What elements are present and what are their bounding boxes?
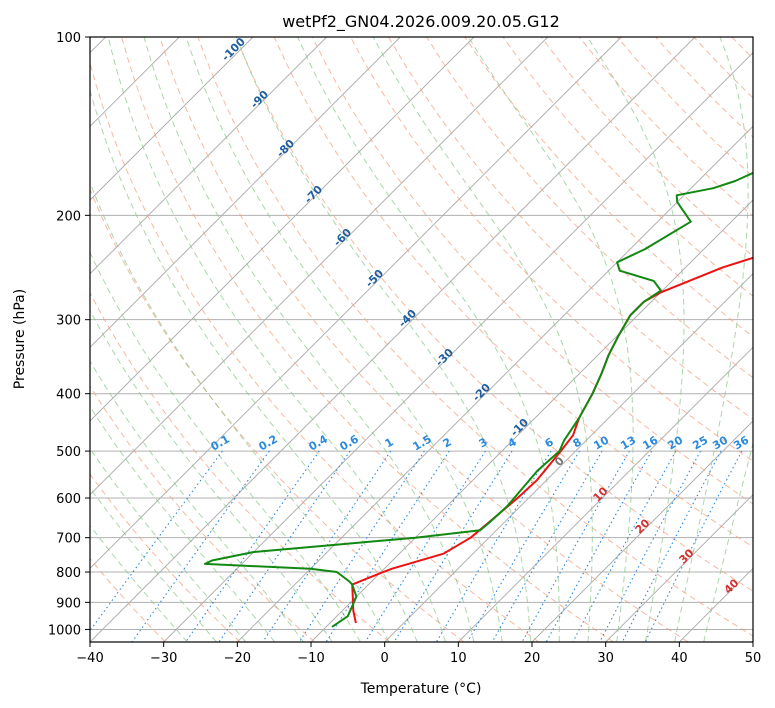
isotherm-line — [90, 37, 475, 422]
isotherm-line — [90, 37, 549, 496]
dry-adiabat — [90, 291, 390, 642]
y-tick-label: 300 — [56, 314, 81, 329]
isotherm-line — [457, 346, 753, 642]
moist-adiabat — [586, 37, 685, 642]
dry-adiabat — [197, 37, 753, 637]
moist-adiabat — [90, 360, 304, 642]
moist-adiabat — [372, 37, 593, 642]
mixing-ratio-line — [218, 450, 351, 642]
isopleths — [90, 37, 775, 642]
x-tick-label: 10 — [450, 651, 467, 666]
moist-adiabat — [236, 37, 532, 642]
mixing-ratio-line — [467, 450, 580, 642]
dry-adiabat — [90, 473, 241, 642]
moist-adiabat — [90, 251, 362, 642]
isotherm-line — [752, 641, 753, 642]
profiles — [204, 171, 753, 628]
mixing-ratio-line — [90, 450, 223, 632]
y-tick-label: 200 — [56, 209, 81, 224]
mixing-ratio-line — [545, 450, 653, 642]
moist-adiabat — [90, 88, 418, 642]
x-tick-label: 30 — [597, 651, 614, 666]
mixing-ratio-line — [262, 450, 392, 642]
moist-adiabat — [90, 309, 333, 642]
isotherm-line — [384, 272, 753, 642]
isotherm-line — [90, 37, 401, 349]
dry-adiabat — [121, 37, 614, 642]
isotherm-line — [605, 493, 753, 642]
dry-adiabat — [235, 37, 753, 592]
dry-adiabat — [90, 188, 465, 642]
x-tick-label: −30 — [150, 651, 177, 666]
mixing-ratio-line — [621, 450, 722, 642]
plot-frame — [89, 36, 754, 643]
mixing-ratio-line — [521, 450, 630, 642]
mixing-ratio-line — [491, 450, 603, 642]
isotherm-line — [90, 37, 254, 201]
plot-area — [90, 37, 753, 642]
x-tick-label: −40 — [76, 651, 103, 666]
moist-adiabat — [90, 181, 390, 642]
dry-adiabat — [90, 61, 540, 642]
dry-adiabat — [388, 37, 753, 420]
x-tick-label: 40 — [671, 651, 688, 666]
moist-adiabat — [143, 37, 475, 642]
y-tick-label: 100 — [56, 31, 81, 46]
y-tick-label: 900 — [56, 596, 81, 611]
dry-adiabat — [311, 37, 753, 505]
isotherm-line — [310, 199, 753, 642]
dry-adiabat — [159, 37, 689, 642]
mixing-ratio-line — [572, 450, 677, 642]
plot-border — [89, 36, 754, 643]
x-tick-label: −20 — [224, 651, 251, 666]
dry-adiabat — [770, 37, 775, 642]
x-tick-label: 20 — [524, 651, 541, 666]
isotherm-line — [163, 51, 753, 642]
y-axis-title: Pressure (hPa) — [12, 289, 28, 389]
moist-adiabat — [674, 37, 749, 642]
y-tick-label: 400 — [56, 388, 81, 403]
moist-adiabat — [90, 447, 247, 642]
x-axis: −40 −30 −20 −10 0 10 20 30 40 50 — [76, 642, 761, 666]
x-tick-label: −10 — [297, 651, 324, 666]
dry-adiabat — [426, 37, 753, 379]
dry-adiabat — [90, 385, 316, 642]
y-tick-label: 700 — [56, 532, 81, 547]
moist-adiabat — [90, 487, 217, 642]
mixing-ratio-line — [644, 450, 743, 642]
moist-adiabat — [90, 405, 276, 642]
mixing-ratio-line — [435, 450, 552, 642]
chart-title: wetPf2_GN04.2026.009.20.05.G12 — [282, 12, 560, 32]
dry-adiabat — [502, 37, 753, 297]
x-tick-label: 0 — [381, 651, 389, 666]
mixing-ratio-line — [325, 450, 450, 642]
mixing-ratio-line — [599, 450, 701, 642]
dry-adiabat — [273, 37, 753, 548]
isotherm-line — [90, 37, 328, 275]
isotherm-line — [90, 37, 622, 570]
y-tick-label: 600 — [56, 492, 81, 507]
y-tick-label: 1000 — [48, 623, 81, 638]
y-axis: 100 200 300 400 500 600 700 800 900 1000 — [48, 31, 90, 638]
dewpoint-profile — [204, 171, 753, 628]
plot-background — [90, 37, 753, 642]
moist-adiabat — [297, 37, 560, 642]
moist-adiabat — [107, 37, 447, 642]
y-tick-label: 800 — [56, 566, 81, 581]
x-axis-title: Temperature (°C) — [360, 681, 482, 697]
isotherm-line — [531, 420, 753, 642]
x-tick-label: 50 — [745, 651, 762, 666]
isotherm-line — [236, 125, 753, 642]
moist-adiabat — [703, 441, 753, 642]
mixing-ratio-line — [298, 450, 425, 642]
moist-adiabat — [90, 524, 188, 642]
y-tick-label: 500 — [56, 445, 81, 460]
dry-adiabat — [350, 37, 753, 462]
moist-adiabat — [185, 37, 503, 642]
dry-adiabat — [464, 37, 753, 338]
